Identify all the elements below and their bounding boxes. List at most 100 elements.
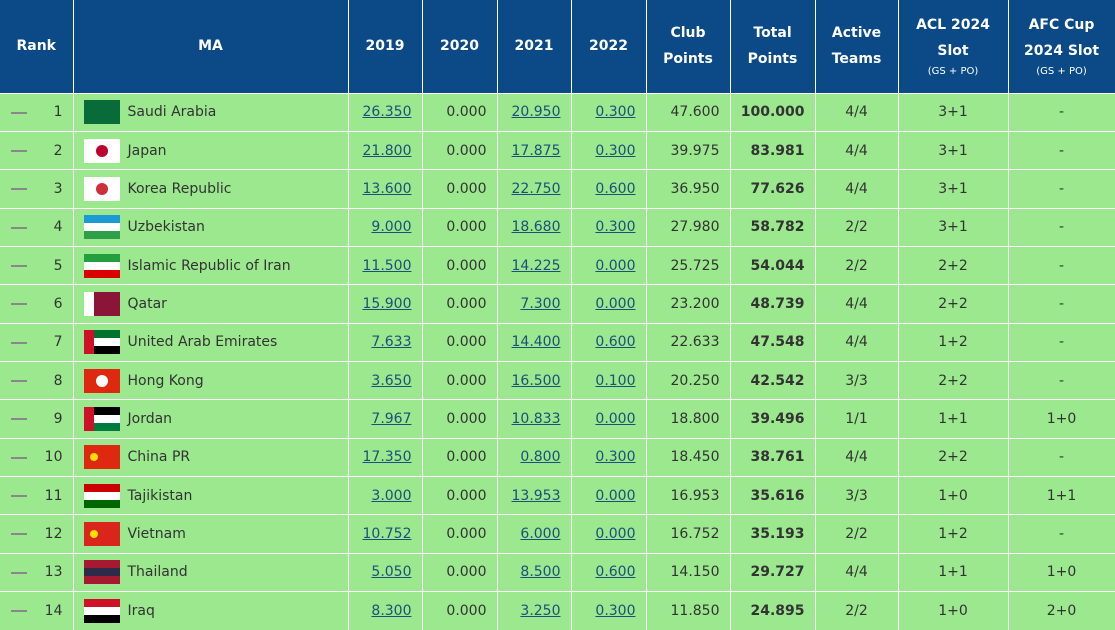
rank-value: 5 [53, 257, 63, 274]
total-points-cell: 38.761 [730, 437, 816, 477]
points-link[interactable]: 0.000 [595, 295, 636, 312]
rank-cell: 13 [0, 552, 74, 592]
acl-slot-cell: 3+1 [898, 130, 1009, 170]
table-row: 8 Hong Kong 3.650 0.000 16.500 0.100 20.250 42.… [0, 360, 1115, 400]
points-link[interactable]: 17.350 [362, 449, 412, 466]
cell-value: - [1058, 180, 1065, 197]
points-link[interactable]: 0.800 [520, 449, 561, 466]
y2019-cell: 15.900 [348, 284, 423, 324]
points-link[interactable]: 5.050 [371, 564, 412, 581]
acl-slot-cell: 2+2 [898, 360, 1009, 400]
points-link[interactable]: 15.900 [362, 295, 412, 312]
ma-cell: China PR [73, 437, 349, 477]
club-points-cell: 22.633 [646, 322, 731, 362]
points-link[interactable]: 8.300 [371, 602, 412, 619]
points-link[interactable]: 3.250 [520, 602, 561, 619]
points-link[interactable]: 0.300 [595, 104, 636, 121]
points-link[interactable]: 16.500 [511, 372, 561, 389]
points-link[interactable]: 0.300 [595, 602, 636, 619]
header-title: Total Points [747, 25, 798, 68]
total-points-cell: 35.616 [730, 475, 816, 515]
points-link[interactable]: 13.953 [511, 487, 561, 504]
acl-slot-cell: 1+0 [898, 590, 1009, 630]
points-link[interactable]: 14.225 [511, 257, 561, 274]
points-link[interactable]: 6.000 [520, 525, 561, 542]
y2020-cell: 0.000 [422, 207, 498, 247]
points-link[interactable]: 11.500 [362, 257, 412, 274]
cell-value: 4/4 [845, 180, 868, 197]
ma-cell: Vietnam [73, 514, 349, 554]
points-link[interactable]: 17.875 [511, 142, 561, 159]
header-title: 2021 [514, 38, 554, 55]
points-link[interactable]: 18.680 [511, 219, 561, 236]
total-points-cell: 48.739 [730, 284, 816, 324]
points-link[interactable]: 0.300 [595, 449, 636, 466]
y2021-cell: 18.680 [497, 207, 572, 247]
points-link[interactable]: 0.000 [595, 487, 636, 504]
table-row: 2 Japan 21.800 0.000 17.875 0.300 39.975 83.981… [0, 130, 1115, 170]
y2022-cell: 0.000 [571, 245, 647, 285]
cell-value: 47.600 [670, 104, 720, 121]
points-link[interactable]: 9.000 [371, 219, 412, 236]
points-link[interactable]: 10.752 [362, 525, 412, 542]
points-link[interactable]: 0.300 [595, 219, 636, 236]
points-link[interactable]: 26.350 [362, 104, 412, 121]
total-points-cell: 77.626 [730, 169, 816, 209]
points-link[interactable]: 7.633 [371, 334, 412, 351]
cell-value: 1+0 [938, 602, 968, 619]
y2019-cell: 3.000 [348, 475, 423, 515]
y2019-cell: 13.600 [348, 169, 423, 209]
points-link[interactable]: 22.750 [511, 180, 561, 197]
rank-value: 6 [53, 295, 63, 312]
points-link[interactable]: 0.600 [595, 180, 636, 197]
y2021-cell: 8.500 [497, 552, 572, 592]
column-header: Club Points [646, 0, 731, 93]
cell-value: - [1058, 372, 1065, 389]
points-link[interactable]: 21.800 [362, 142, 412, 159]
points-link[interactable]: 3.000 [371, 487, 412, 504]
points-link[interactable]: 10.833 [511, 410, 561, 427]
y2021-cell: 14.400 [497, 322, 572, 362]
y2019-cell: 3.650 [348, 360, 423, 400]
points-link[interactable]: 7.300 [520, 295, 561, 312]
cell-value: 2+2 [938, 449, 968, 466]
points-link[interactable]: 0.600 [595, 334, 636, 351]
points-link[interactable]: 0.600 [595, 564, 636, 581]
cell-value: 77.626 [750, 180, 805, 197]
ma-cell: United Arab Emirates [73, 322, 349, 362]
points-link[interactable]: 0.000 [595, 410, 636, 427]
points-link[interactable]: 0.000 [595, 525, 636, 542]
ma-cell: Uzbekistan [73, 207, 349, 247]
rank-change [11, 379, 27, 382]
points-link[interactable]: 0.100 [595, 372, 636, 389]
points-link[interactable]: 20.950 [511, 104, 561, 121]
column-header: ACL 2024 Slot (GS + PO) [898, 0, 1009, 93]
cell-value: 18.450 [670, 449, 720, 466]
club-points-cell: 47.600 [646, 92, 731, 132]
club-points-cell: 25.725 [646, 245, 731, 285]
y2021-cell: 10.833 [497, 399, 572, 439]
points-link[interactable]: 8.500 [520, 564, 561, 581]
points-link[interactable]: 0.300 [595, 142, 636, 159]
cell-value: 54.044 [750, 257, 805, 274]
cell-value: - [1058, 219, 1065, 236]
points-link[interactable]: 13.600 [362, 180, 412, 197]
y2019-cell: 21.800 [348, 130, 423, 170]
afc-cup-slot-cell: - [1008, 514, 1115, 554]
points-link[interactable]: 7.967 [371, 410, 412, 427]
points-link[interactable]: 14.400 [511, 334, 561, 351]
header-title: Club Points [663, 25, 713, 68]
y2020-cell: 0.000 [422, 284, 498, 324]
points-link[interactable]: 3.650 [371, 372, 412, 389]
club-points-cell: 16.752 [646, 514, 731, 554]
cell-value: 0.000 [446, 525, 487, 542]
club-points-cell: 36.950 [646, 169, 731, 209]
flag [83, 521, 120, 546]
total-points-cell: 24.895 [730, 590, 816, 630]
acl-slot-cell: 2+2 [898, 284, 1009, 324]
column-header: Active Teams [815, 0, 899, 93]
cell-value: 2+0 [1046, 602, 1077, 619]
cell-value: - [1058, 449, 1065, 466]
y2021-cell: 13.953 [497, 475, 572, 515]
points-link[interactable]: 0.000 [595, 257, 636, 274]
